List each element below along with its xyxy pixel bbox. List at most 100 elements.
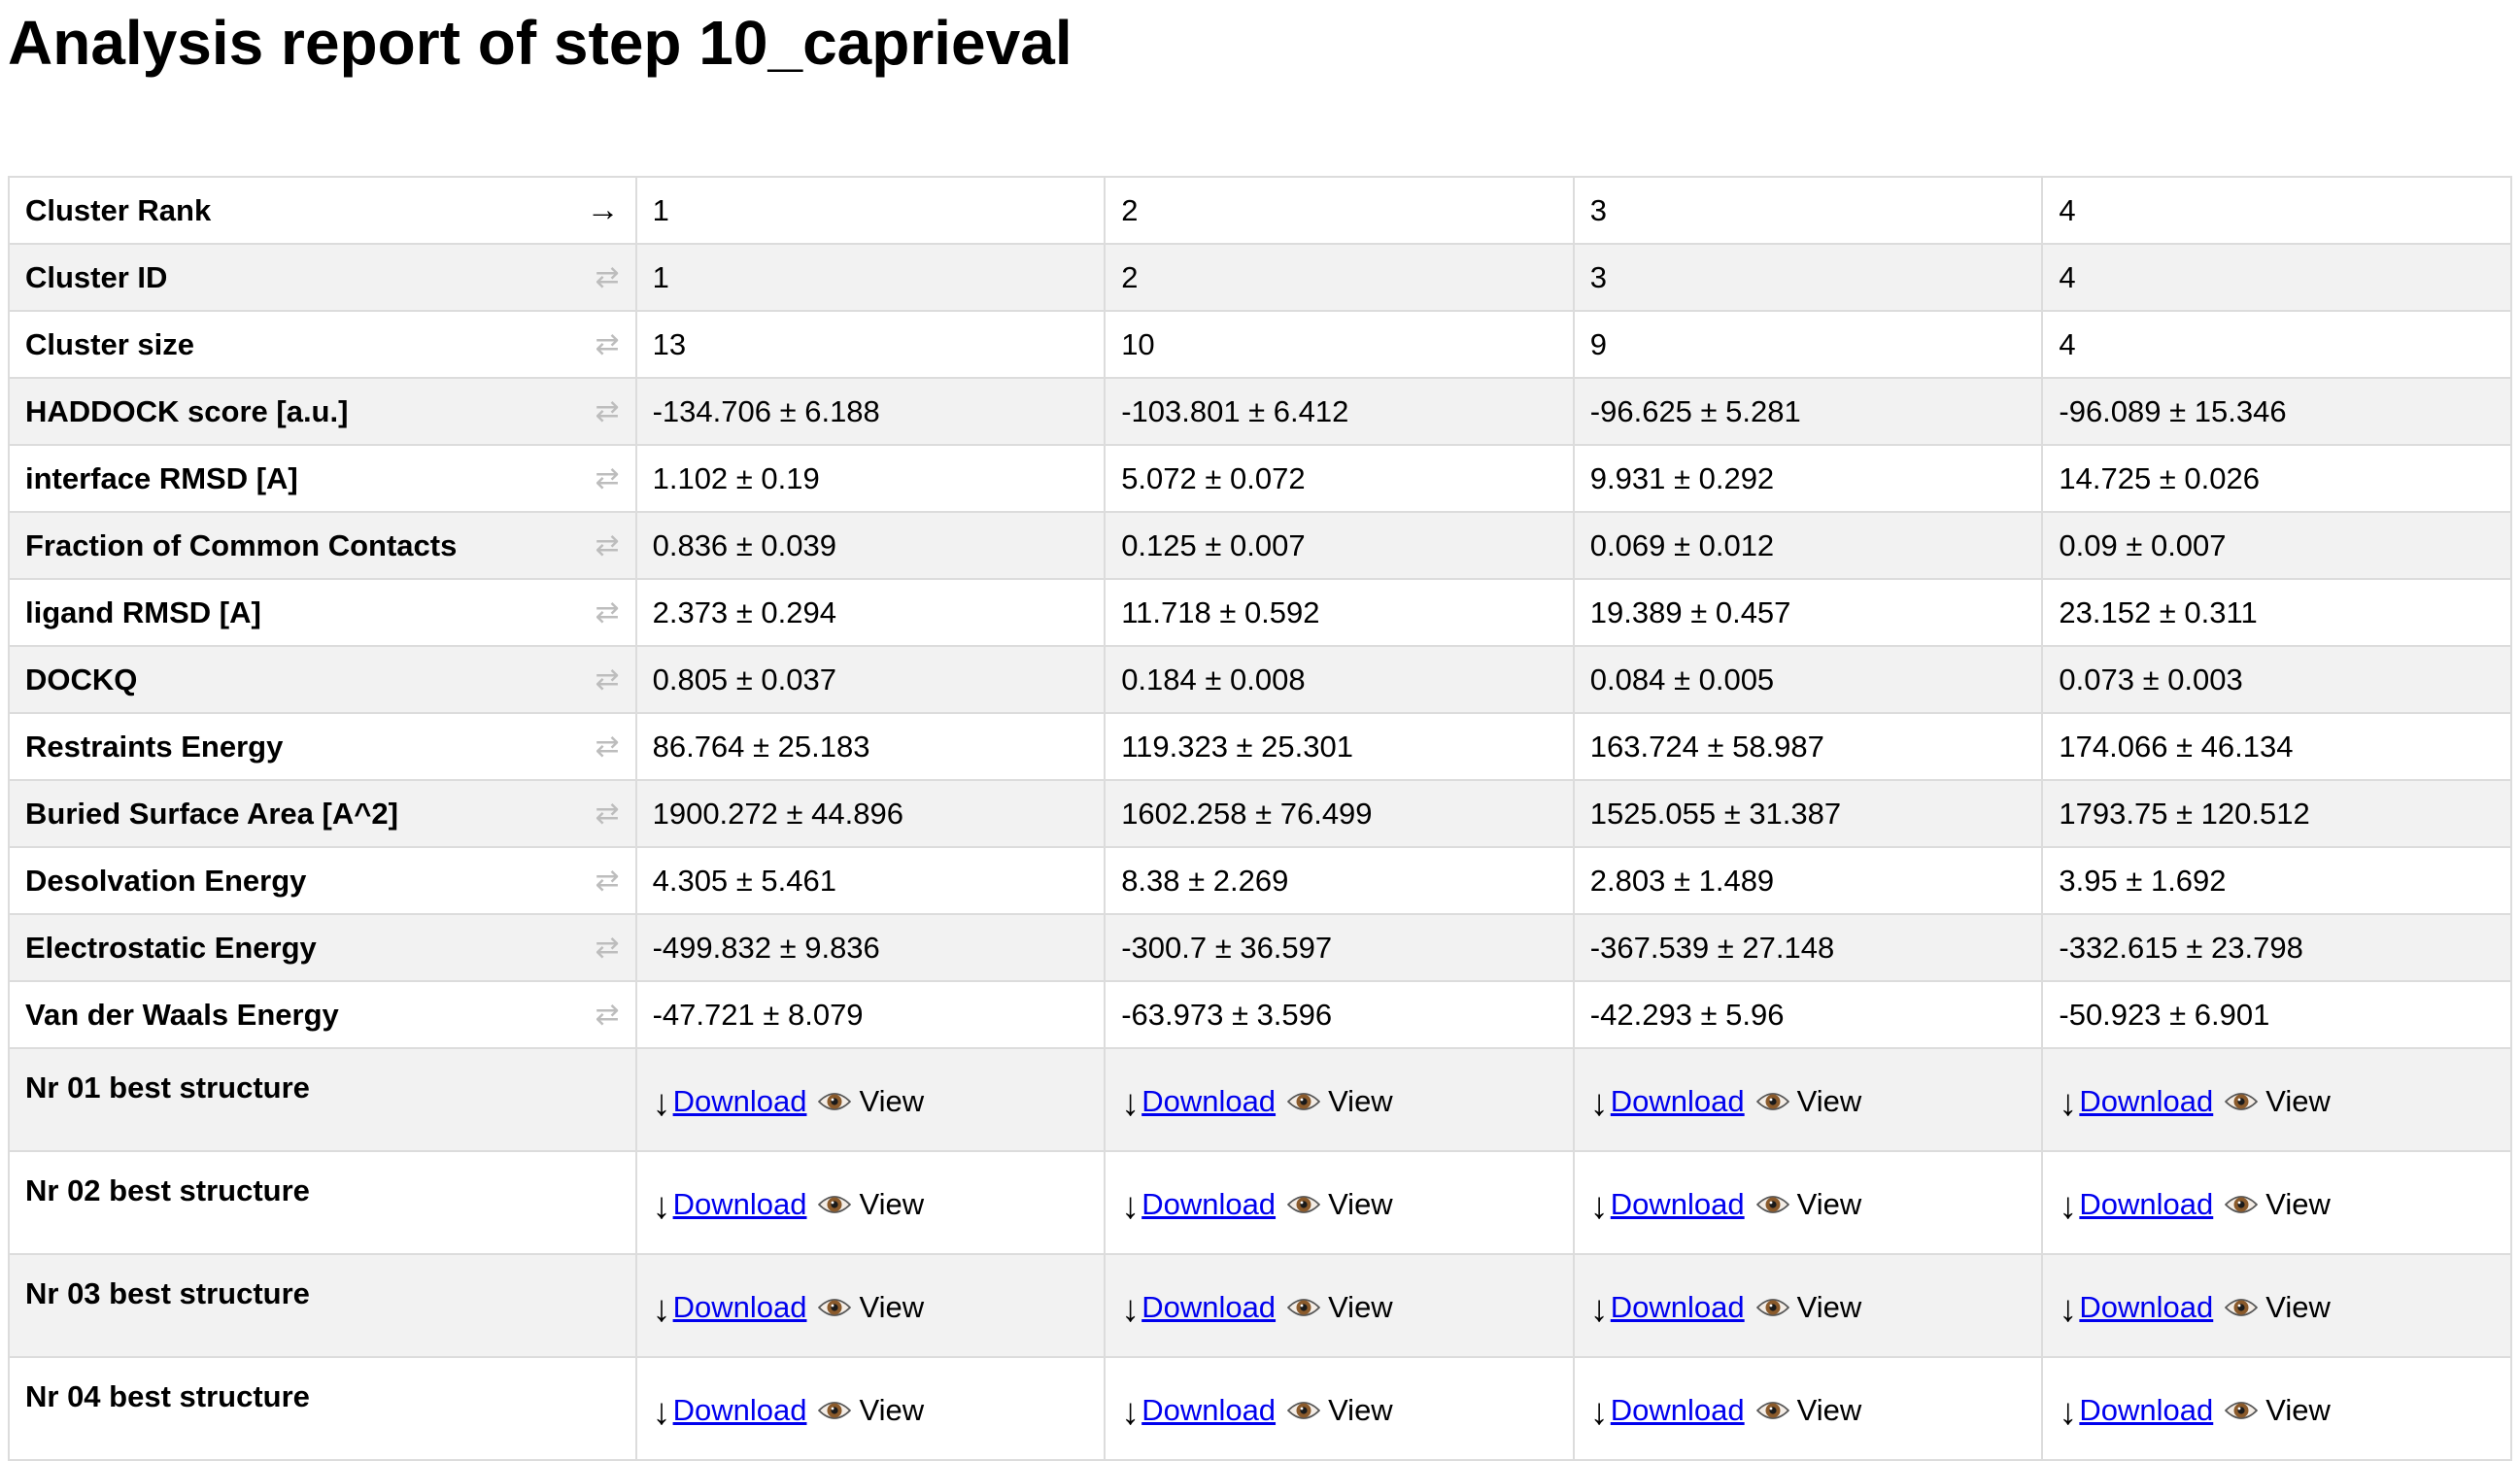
view-button[interactable]: View (1796, 1083, 1862, 1118)
eye-icon[interactable] (2225, 1087, 2259, 1112)
table-cell: -499.832 ± 9.836 (634, 913, 1107, 982)
download-link[interactable]: Download (1141, 1392, 1277, 1427)
sort-arrow-icon[interactable]: → (586, 191, 620, 228)
sort-toggle-icon[interactable]: ⇄ (595, 261, 620, 293)
view-button[interactable]: View (1328, 1289, 1393, 1324)
download-link[interactable]: Download (672, 1392, 807, 1427)
table-cell: 86.764 ± 25.183 (634, 712, 1107, 781)
download-link[interactable]: Download (1610, 1392, 1745, 1427)
table-cell: 4 (2041, 243, 2512, 312)
view-button[interactable]: View (1796, 1289, 1862, 1324)
view-button[interactable]: View (859, 1083, 925, 1118)
download-link[interactable]: Download (1141, 1289, 1277, 1324)
download-link[interactable]: Download (1141, 1083, 1277, 1118)
row-label: Nr 03 best structure (25, 1276, 310, 1310)
download-arrow-icon: ↓ (2059, 1185, 2078, 1227)
eye-icon[interactable] (1286, 1190, 1321, 1215)
sort-toggle-icon[interactable]: ⇄ (595, 462, 620, 494)
download-arrow-icon: ↓ (1589, 1082, 1609, 1124)
eye-icon[interactable] (818, 1293, 852, 1318)
row-label-cell: Electrostatic Energy ⇄ (8, 913, 637, 982)
sort-toggle-icon[interactable]: ⇄ (595, 529, 620, 561)
download-link[interactable]: Download (2079, 1083, 2214, 1118)
row-label-cell: Fraction of Common Contacts ⇄ (8, 511, 637, 580)
download-link[interactable]: Download (1141, 1186, 1277, 1221)
view-button[interactable]: View (1328, 1392, 1393, 1427)
row-label-cell: Nr 03 best structure (8, 1253, 637, 1358)
table-cell: 13 (634, 310, 1107, 379)
eye-icon[interactable] (2225, 1293, 2259, 1318)
download-link[interactable]: Download (2079, 1289, 2214, 1324)
sort-toggle-icon[interactable]: ⇄ (595, 663, 620, 696)
structure-cell: ↓Download View (634, 1253, 1107, 1358)
row-label: Cluster Rank (25, 192, 212, 227)
table-cell: 4 (2041, 176, 2512, 245)
download-arrow-icon: ↓ (2059, 1288, 2078, 1330)
sort-toggle-icon[interactable]: ⇄ (595, 999, 620, 1031)
view-button[interactable]: View (1796, 1186, 1862, 1221)
table-cell: -367.539 ± 27.148 (1572, 913, 2044, 982)
view-button[interactable]: View (2265, 1083, 2331, 1118)
row-label: Cluster ID (25, 259, 168, 294)
sort-toggle-icon[interactable]: ⇄ (595, 865, 620, 897)
structure-cell: ↓Download View (1572, 1150, 2044, 1255)
sort-toggle-icon[interactable]: ⇄ (595, 328, 620, 360)
table-cell: 5.072 ± 0.072 (1104, 444, 1575, 513)
row-label-cell: interface RMSD [A] ⇄ (8, 444, 637, 513)
download-link[interactable]: Download (1610, 1289, 1745, 1324)
sort-toggle-icon[interactable]: ⇄ (595, 798, 620, 830)
view-button[interactable]: View (859, 1392, 925, 1427)
view-button[interactable]: View (2265, 1392, 2331, 1427)
eye-icon[interactable] (1755, 1293, 1789, 1318)
eye-icon[interactable] (2225, 1190, 2259, 1215)
eye-icon[interactable] (1755, 1396, 1789, 1421)
table-cell: 119.323 ± 25.301 (1104, 712, 1575, 781)
view-button[interactable]: View (1328, 1186, 1393, 1221)
download-link[interactable]: Download (672, 1289, 807, 1324)
eye-icon[interactable] (1755, 1087, 1789, 1112)
eye-icon[interactable] (1286, 1293, 1321, 1318)
sort-toggle-icon[interactable]: ⇄ (595, 730, 620, 763)
row-label-cell: Cluster Rank → (8, 176, 637, 245)
table-cell: 1.102 ± 0.19 (634, 444, 1107, 513)
view-button[interactable]: View (1328, 1083, 1393, 1118)
eye-icon[interactable] (1286, 1087, 1321, 1112)
table-cell: 163.724 ± 58.987 (1572, 712, 2044, 781)
table-cell: 3 (1572, 243, 2044, 312)
eye-icon[interactable] (818, 1396, 852, 1421)
row-label: Fraction of Common Contacts (25, 527, 458, 562)
table-cell: 9 (1572, 310, 2044, 379)
eye-icon[interactable] (1755, 1190, 1789, 1215)
download-arrow-icon: ↓ (1589, 1185, 1609, 1227)
eye-icon[interactable] (818, 1087, 852, 1112)
view-button[interactable]: View (1796, 1392, 1862, 1427)
table-cell: 1900.272 ± 44.896 (634, 779, 1107, 848)
table-row: Van der Waals Energy ⇄ -47.721 ± 8.079 -63.… (8, 980, 2512, 1049)
table-cell: 19.389 ± 0.457 (1572, 578, 2044, 647)
table-cell: 2.803 ± 1.489 (1572, 846, 2044, 915)
eye-icon[interactable] (818, 1190, 852, 1215)
eye-icon[interactable] (2225, 1396, 2259, 1421)
row-label-cell: Buried Surface Area [A^2] ⇄ (8, 779, 637, 848)
download-link[interactable]: Download (2079, 1186, 2214, 1221)
download-link[interactable]: Download (1610, 1186, 1745, 1221)
table-cell: 14.725 ± 0.026 (2041, 444, 2512, 513)
row-label: interface RMSD [A] (25, 460, 298, 495)
download-link[interactable]: Download (1610, 1083, 1745, 1118)
view-button[interactable]: View (2265, 1186, 2331, 1221)
view-button[interactable]: View (859, 1289, 925, 1324)
view-button[interactable]: View (859, 1186, 925, 1221)
download-link[interactable]: Download (2079, 1392, 2214, 1427)
download-link[interactable]: Download (672, 1186, 807, 1221)
download-arrow-icon: ↓ (652, 1288, 671, 1330)
table-cell: 11.718 ± 0.592 (1104, 578, 1575, 647)
table-row: Restraints Energy ⇄ 86.764 ± 25.183 119.323… (8, 712, 2512, 781)
eye-icon[interactable] (1286, 1396, 1321, 1421)
sort-toggle-icon[interactable]: ⇄ (595, 395, 620, 427)
table-cell: 23.152 ± 0.311 (2041, 578, 2512, 647)
sort-toggle-icon[interactable]: ⇄ (595, 932, 620, 964)
table-cell: -134.706 ± 6.188 (634, 377, 1107, 446)
view-button[interactable]: View (2265, 1289, 2331, 1324)
sort-toggle-icon[interactable]: ⇄ (595, 596, 620, 629)
download-link[interactable]: Download (672, 1083, 807, 1118)
